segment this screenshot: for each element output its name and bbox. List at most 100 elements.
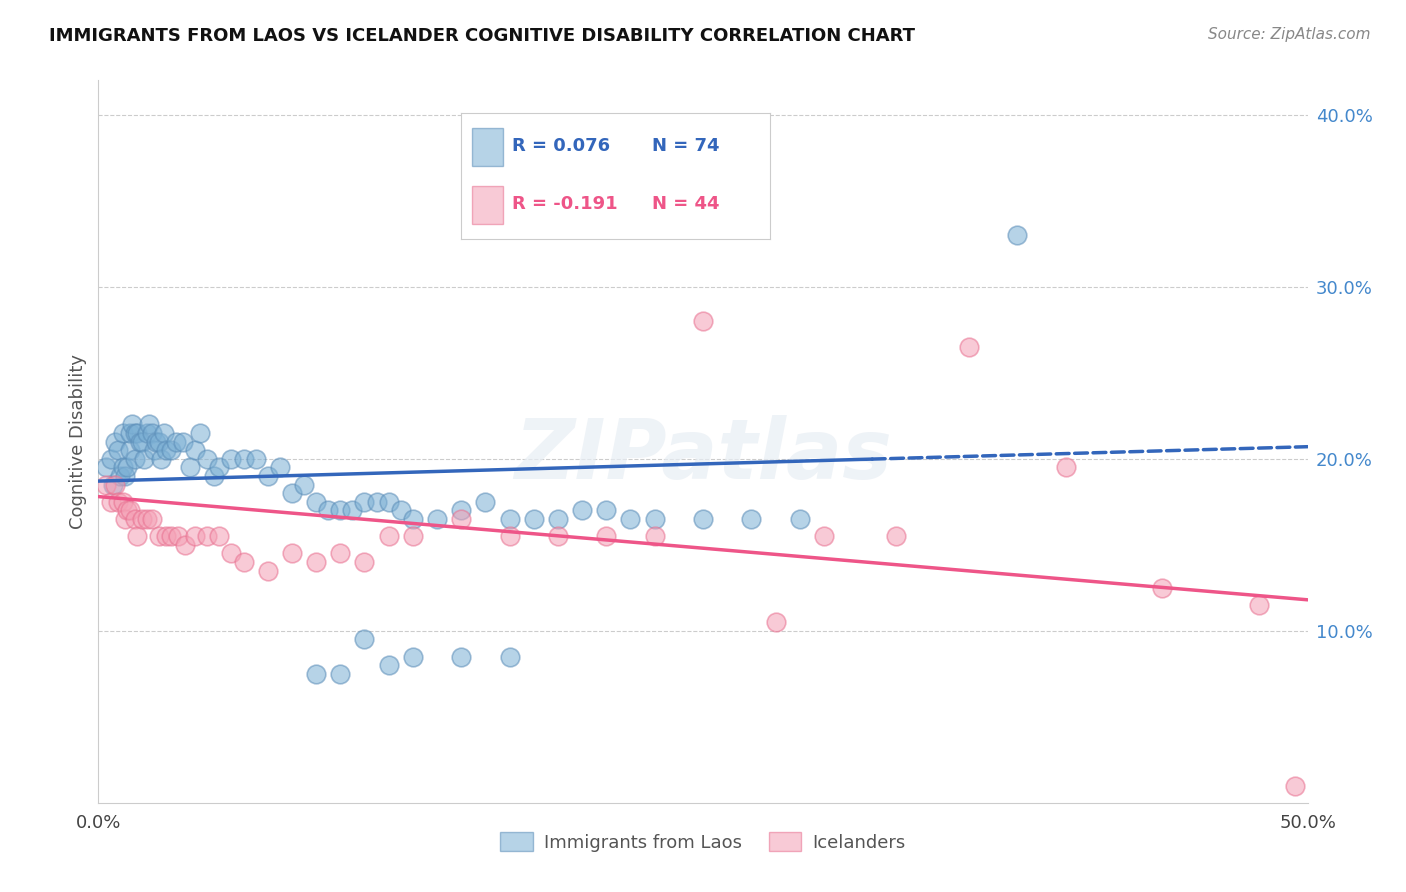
Point [619,512,641,526]
Point [174,538,197,552]
Point [1152,581,1174,595]
Point [498,529,520,543]
Point [148,434,170,449]
Point [571,503,593,517]
Point [111,425,134,440]
Point [195,529,218,543]
Point [184,443,207,458]
Point [402,649,425,664]
Point [692,314,714,328]
Point [329,546,352,560]
Point [155,529,177,543]
Point [789,512,811,526]
Point [195,451,218,466]
Point [329,666,352,681]
Point [1249,598,1271,612]
Point [232,555,254,569]
Point [221,451,243,466]
Point [208,529,231,543]
Point [281,546,304,560]
Point [595,503,617,517]
Point [644,529,666,543]
Point [547,512,569,526]
Point [740,512,762,526]
Point [179,460,201,475]
Point [389,503,412,517]
Point [353,632,375,647]
Point [124,512,146,526]
Point [377,494,399,508]
Point [111,460,134,475]
Point [150,451,173,466]
Point [426,512,449,526]
Point [101,477,124,491]
Point [957,340,980,354]
Point [107,494,129,508]
Point [141,512,163,526]
Point [765,615,787,630]
Point [402,512,425,526]
Point [1054,460,1077,475]
Text: ZIPatlas: ZIPatlas [515,416,891,497]
Point [127,425,149,440]
Point [329,503,352,517]
Point [813,529,835,543]
Point [94,460,117,475]
Point [124,451,146,466]
Point [141,425,163,440]
Point [402,529,425,543]
Point [256,469,278,483]
Point [1284,779,1306,793]
Text: Source: ZipAtlas.com: Source: ZipAtlas.com [1208,27,1371,42]
Point [377,658,399,673]
Point [135,425,157,440]
Point [256,564,278,578]
Point [160,443,183,458]
Point [644,512,666,526]
Point [353,555,375,569]
Point [269,460,291,475]
Point [305,666,328,681]
Point [108,469,131,483]
Point [316,503,339,517]
Point [474,494,496,508]
Point [138,417,160,432]
Point [118,425,141,440]
Point [547,529,569,543]
Point [118,503,141,517]
Point [114,512,136,526]
Point [221,546,243,560]
Point [245,451,267,466]
Point [131,434,153,449]
Legend: Immigrants from Laos, Icelanders: Immigrants from Laos, Icelanders [494,825,912,859]
Point [127,529,149,543]
Point [692,512,714,526]
Y-axis label: Cognitive Disability: Cognitive Disability [69,354,87,529]
Point [886,529,908,543]
Point [114,469,136,483]
Point [131,512,153,526]
Point [128,434,150,449]
Point [204,469,226,483]
Point [121,417,143,432]
Point [1007,228,1029,243]
Point [188,425,211,440]
Point [305,555,328,569]
Point [160,529,183,543]
Point [135,512,157,526]
Point [117,460,139,475]
Point [143,443,166,458]
Point [498,512,520,526]
Point [366,494,388,508]
Point [167,529,190,543]
Point [595,529,617,543]
Point [152,425,174,440]
Point [523,512,546,526]
Point [155,443,177,458]
Point [148,529,170,543]
Point [172,434,194,449]
Point [342,503,364,517]
Point [498,649,520,664]
Point [117,503,139,517]
Point [184,529,207,543]
